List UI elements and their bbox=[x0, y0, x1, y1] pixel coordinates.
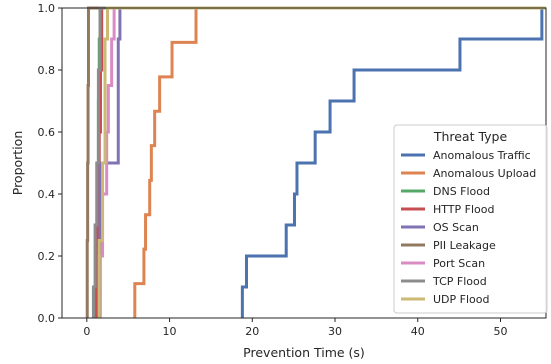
legend-label-dns-flood: DNS Flood bbox=[433, 185, 490, 198]
legend-label-anomalous-traffic: Anomalous Traffic bbox=[433, 149, 531, 162]
series-line-udp-flood bbox=[97, 6, 546, 318]
x-axis-ticks: 0 10 20 30 40 50 bbox=[83, 318, 507, 338]
y-tick-label: 0.2 bbox=[38, 250, 56, 263]
legend-title: Threat Type bbox=[433, 129, 508, 144]
x-tick-label: 0 bbox=[83, 325, 90, 338]
legend-label-os-scan: OS Scan bbox=[433, 221, 479, 234]
legend-label-pii-leakage: PII Leakage bbox=[433, 239, 496, 252]
series-line-anomalous-upload bbox=[133, 6, 546, 318]
x-axis-label: Prevention Time (s) bbox=[243, 345, 365, 360]
legend-items: Anomalous Traffic Anomalous Upload DNS Flo… bbox=[401, 149, 536, 306]
y-tick-label: 0.0 bbox=[38, 312, 56, 325]
x-tick-label: 50 bbox=[493, 325, 507, 338]
series-line-port-scan bbox=[97, 6, 546, 318]
x-tick-label: 20 bbox=[245, 325, 259, 338]
y-tick-label: 0.6 bbox=[38, 126, 56, 139]
x-tick-label: 10 bbox=[163, 325, 177, 338]
series-line-anomalous-traffic bbox=[240, 6, 546, 318]
series-line-tcp-flood bbox=[91, 6, 546, 318]
legend-box bbox=[393, 124, 548, 314]
plot-lines bbox=[85, 6, 546, 318]
y-axis-label: Proportion bbox=[10, 131, 25, 196]
legend-label-anomalous-upload: Anomalous Upload bbox=[433, 167, 536, 180]
y-tick-label: 1.0 bbox=[38, 2, 56, 15]
legend-label-tcp-flood: TCP Flood bbox=[432, 275, 487, 288]
x-tick-label: 40 bbox=[411, 325, 425, 338]
legend-label-udp-flood: UDP Flood bbox=[433, 293, 489, 306]
series-line-pii-leakage bbox=[85, 6, 546, 318]
y-tick-label: 0.4 bbox=[38, 188, 56, 201]
legend-label-port-scan: Port Scan bbox=[433, 257, 485, 270]
y-axis-ticks: 0.0 0.2 0.4 0.6 0.8 1.0 bbox=[38, 2, 62, 325]
legend: Threat Type Anomalous Traffic Anomalous U… bbox=[393, 124, 548, 314]
legend-label-http-flood: HTTP Flood bbox=[433, 203, 494, 216]
y-tick-label: 0.8 bbox=[38, 64, 56, 77]
x-tick-label: 30 bbox=[328, 325, 342, 338]
